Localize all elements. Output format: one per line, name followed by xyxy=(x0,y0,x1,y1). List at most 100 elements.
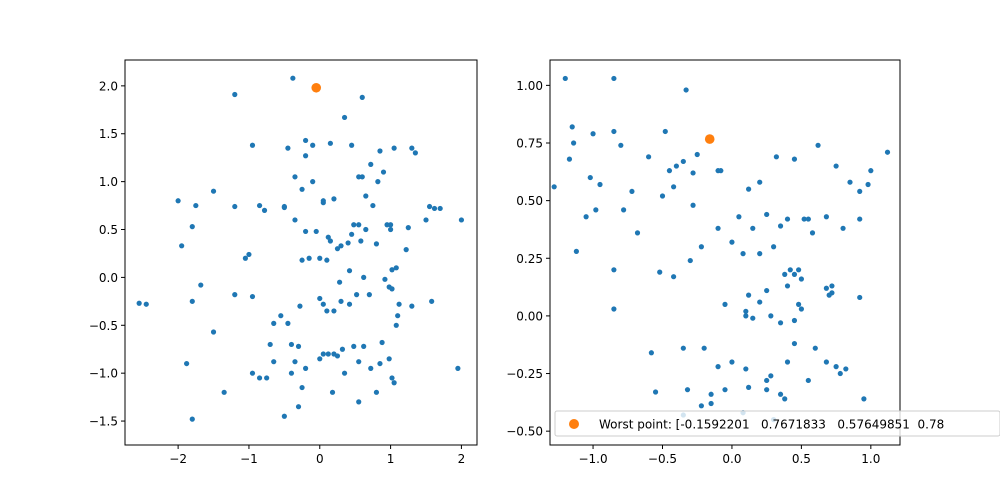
y-tick-label: 0.0 xyxy=(99,271,118,285)
x-tick-label: −1 xyxy=(240,452,258,466)
data-point xyxy=(680,158,686,165)
data-point xyxy=(629,188,635,195)
y-tick-label: 0.00 xyxy=(516,309,543,323)
data-point xyxy=(320,198,326,204)
data-point xyxy=(359,174,365,180)
data-point xyxy=(379,339,385,346)
data-point xyxy=(743,313,749,319)
data-point xyxy=(391,145,397,151)
data-point xyxy=(611,128,617,135)
data-point xyxy=(329,389,336,395)
data-point xyxy=(393,322,399,328)
data-point xyxy=(210,188,217,194)
data-point xyxy=(593,207,599,213)
data-point xyxy=(351,343,357,349)
data-point xyxy=(736,214,742,220)
data-point xyxy=(847,179,853,185)
data-point xyxy=(281,204,287,211)
data-point xyxy=(671,274,677,280)
data-point xyxy=(796,267,802,273)
data-point xyxy=(823,359,829,365)
data-point xyxy=(339,346,346,352)
data-point xyxy=(861,396,867,402)
data-point xyxy=(382,276,388,282)
data-point xyxy=(746,292,752,298)
data-point xyxy=(764,377,770,384)
data-point xyxy=(391,380,397,386)
data-point xyxy=(325,234,331,240)
data-point xyxy=(757,179,763,185)
data-point xyxy=(409,145,415,151)
data-point xyxy=(396,301,402,307)
data-point xyxy=(261,207,268,213)
data-point xyxy=(768,313,774,319)
data-point xyxy=(569,124,575,130)
data-point xyxy=(242,255,248,261)
data-point xyxy=(412,150,418,156)
y-tick-label: −0.5 xyxy=(89,319,118,333)
data-point xyxy=(267,341,273,348)
data-point xyxy=(729,359,735,365)
data-point xyxy=(782,396,788,402)
data-point xyxy=(368,161,374,167)
data-point xyxy=(750,225,756,231)
data-point xyxy=(857,188,863,195)
data-point xyxy=(798,306,804,312)
data-point xyxy=(356,222,362,228)
data-point xyxy=(341,114,348,121)
data-point xyxy=(405,225,411,231)
y-tick-label: 1.00 xyxy=(516,79,543,93)
data-point xyxy=(256,375,263,381)
y-tick-label: 0.50 xyxy=(516,194,543,208)
data-point xyxy=(659,193,666,199)
y-tick-label: 0.75 xyxy=(516,136,543,150)
data-point xyxy=(551,184,557,190)
data-point xyxy=(750,315,756,321)
data-point xyxy=(320,351,326,357)
data-point xyxy=(657,269,663,275)
data-point xyxy=(303,228,309,235)
data-point xyxy=(573,248,579,254)
data-point xyxy=(317,295,323,302)
data-point xyxy=(288,341,295,348)
data-point xyxy=(361,274,367,280)
data-point xyxy=(358,238,364,244)
data-point xyxy=(303,137,309,144)
data-point xyxy=(746,186,752,192)
data-point xyxy=(271,359,277,365)
data-point xyxy=(764,387,770,393)
data-point xyxy=(334,246,341,252)
left-subplot: −2 −1 0 1 2 −1.5 −1.0 −0.5 0.0 0.5 1.0 1.5 2.0 xyxy=(89,59,478,466)
data-point xyxy=(611,75,617,82)
data-point xyxy=(409,303,415,309)
data-point xyxy=(278,313,284,319)
data-point xyxy=(221,389,227,395)
data-point xyxy=(868,168,874,174)
data-point xyxy=(722,387,728,393)
data-point xyxy=(791,317,798,324)
data-point xyxy=(815,142,821,148)
data-point xyxy=(566,156,573,162)
data-point xyxy=(232,203,238,210)
data-point xyxy=(715,225,721,231)
worst-point xyxy=(311,82,322,93)
data-point xyxy=(784,359,791,365)
data-point xyxy=(722,301,728,307)
axes-frame xyxy=(124,59,478,446)
data-point xyxy=(729,239,735,245)
x-tick-label: 0.5 xyxy=(792,452,811,466)
data-point xyxy=(773,154,779,160)
data-point xyxy=(671,184,677,190)
data-point xyxy=(363,193,369,199)
data-point xyxy=(271,320,277,326)
data-point xyxy=(324,257,330,263)
data-point xyxy=(634,230,641,236)
data-point xyxy=(337,279,343,285)
data-point xyxy=(583,214,589,220)
data-point xyxy=(646,154,652,160)
data-point xyxy=(232,91,238,98)
data-point xyxy=(349,142,355,148)
data-point xyxy=(429,298,435,304)
data-point xyxy=(798,276,804,282)
data-point xyxy=(306,255,312,261)
